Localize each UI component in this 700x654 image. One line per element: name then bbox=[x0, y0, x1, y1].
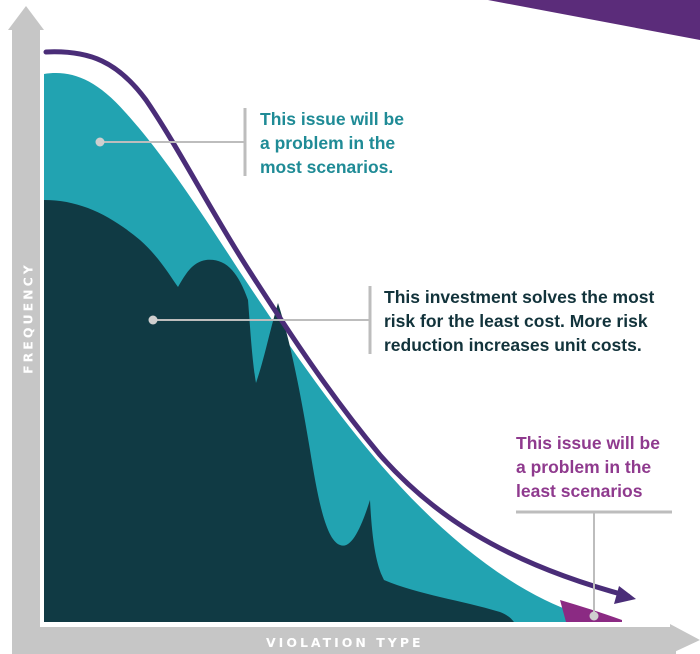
y-axis-arrowhead bbox=[8, 6, 44, 30]
x-axis-arrowhead bbox=[670, 624, 700, 654]
callout-most-leader bbox=[95, 108, 247, 176]
callout-least-leader bbox=[516, 510, 672, 621]
outer-curve bbox=[43, 49, 631, 599]
callout-investment: This investment solves the most risk for… bbox=[384, 287, 655, 355]
callout-least-scenarios: This issue will be a problem in the leas… bbox=[516, 433, 660, 501]
x-axis-bar bbox=[12, 627, 676, 654]
callout-invest-leader bbox=[148, 286, 372, 354]
callout-most-scenarios: This issue will be a problem in the most… bbox=[260, 109, 404, 177]
callout-invest-dot bbox=[148, 315, 158, 325]
callout-least-dot bbox=[589, 611, 599, 621]
callout-most-dot bbox=[95, 137, 105, 147]
curve-arrowhead bbox=[614, 586, 636, 604]
y-axis-bar bbox=[12, 26, 40, 641]
tail-area bbox=[560, 600, 622, 622]
y-axis-label: FREQUENCY bbox=[20, 262, 36, 374]
axes bbox=[8, 6, 700, 654]
dark-area bbox=[44, 200, 514, 622]
corner-accent bbox=[488, 0, 700, 40]
x-axis-label: VIOLATION TYPE bbox=[266, 635, 424, 650]
